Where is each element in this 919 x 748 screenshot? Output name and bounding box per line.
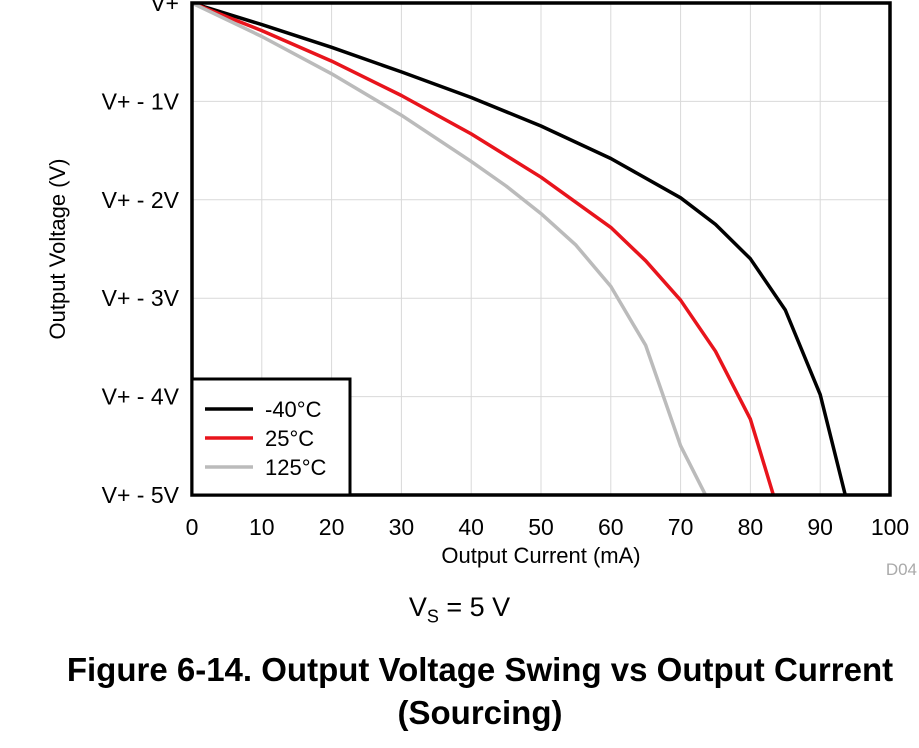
y-tick-labels: V+ V+ - 1V V+ - 2V V+ - 3V V+ - 4V V+ - 5V xyxy=(102,0,180,508)
y-tick-label: V+ - 2V xyxy=(102,187,180,213)
y-tick-label: V+ - 4V xyxy=(102,384,180,410)
x-tick-label: 100 xyxy=(871,514,909,540)
y-tick-label: V+ xyxy=(150,0,179,16)
y-tick-label: V+ - 3V xyxy=(102,285,180,311)
y-tick-label: V+ - 1V xyxy=(102,88,180,114)
y-tick-label: V+ - 5V xyxy=(102,482,180,508)
x-tick-label: 20 xyxy=(319,514,345,540)
series-line-2 xyxy=(192,3,708,495)
condition-prefix: V xyxy=(408,592,427,622)
x-tick-label: 30 xyxy=(389,514,415,540)
x-tick-label: 60 xyxy=(598,514,624,540)
x-tick-label: 70 xyxy=(668,514,694,540)
x-tick-label: 90 xyxy=(807,514,833,540)
x-tick-label: 50 xyxy=(528,514,554,540)
chart: V+ V+ - 1V V+ - 2V V+ - 3V V+ - 4V V+ - 5V 0 1… xyxy=(45,0,917,579)
figure-caption: Figure 6-14. Output Voltage Swing vs Out… xyxy=(66,651,894,731)
condition-suffix: = 5 V xyxy=(438,592,511,622)
x-tick-labels: 0 10 20 30 40 50 60 70 80 90 100 xyxy=(186,514,910,540)
x-tick-label: 40 xyxy=(458,514,484,540)
legend-label-0: -40°C xyxy=(265,397,322,422)
y-axis-label: Output Voltage (V) xyxy=(45,159,70,340)
legend-label-1: 25°C xyxy=(265,426,314,451)
legend: -40°C 25°C 125°C xyxy=(190,377,352,497)
x-tick-label: 0 xyxy=(186,514,199,540)
series-line-1 xyxy=(192,3,776,495)
x-tick-label: 10 xyxy=(249,514,275,540)
plot-frame xyxy=(190,1,892,497)
x-tick-label: 80 xyxy=(738,514,764,540)
series-line-0 xyxy=(192,3,848,495)
legend-label-2: 125°C xyxy=(265,455,327,480)
test-condition: VS = 5 V xyxy=(0,592,919,627)
grid xyxy=(192,3,890,495)
condition-subscript: S xyxy=(426,606,439,627)
x-axis-label: Output Current (mA) xyxy=(441,543,640,568)
figure-id: D04 xyxy=(886,560,917,579)
series-group xyxy=(192,3,848,495)
